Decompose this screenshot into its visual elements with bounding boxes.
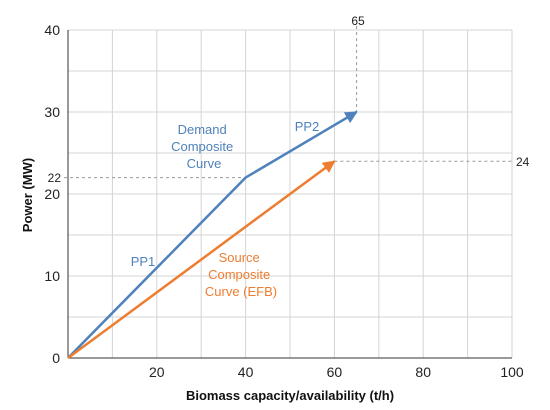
y-axis-title: Power (MW) bbox=[20, 158, 35, 232]
y-tick-label: 40 bbox=[44, 22, 60, 38]
pp1-label: PP1 bbox=[131, 254, 156, 269]
source-label-line2: Composite bbox=[208, 267, 270, 282]
guide-label-24: 24 bbox=[516, 155, 530, 169]
guide-label-65: 65 bbox=[351, 14, 365, 28]
axes bbox=[67, 30, 512, 359]
x-tick-label: 60 bbox=[327, 364, 343, 380]
y-tick-label: 0 bbox=[52, 350, 60, 366]
x-tick-label: 40 bbox=[238, 364, 254, 380]
y-tick-label: 30 bbox=[44, 104, 60, 120]
x-tick-label: 100 bbox=[500, 364, 524, 380]
x-axis-title: Biomass capacity/availability (t/h) bbox=[186, 388, 394, 403]
demand-label-line1: Demand bbox=[178, 122, 227, 137]
demand-composite-curve bbox=[67, 110, 358, 359]
guide-label-22: 22 bbox=[48, 171, 62, 185]
y-tick-label: 20 bbox=[44, 186, 60, 202]
demand-curve-label: Demand Composite Curve bbox=[171, 122, 237, 171]
source-label-line1: Source bbox=[219, 250, 260, 265]
x-tick-label: 20 bbox=[149, 364, 165, 380]
demand-label-line3: Curve bbox=[187, 156, 222, 171]
x-tick-label: 80 bbox=[415, 364, 431, 380]
y-tick-label: 10 bbox=[44, 268, 60, 284]
source-label-line3: Curve (EFB) bbox=[205, 284, 277, 299]
demand-label-line2: Composite bbox=[171, 139, 233, 154]
source-curve-label: Source Composite Curve (EFB) bbox=[205, 250, 277, 299]
series bbox=[67, 110, 358, 360]
source-composite-curve bbox=[67, 160, 336, 360]
tick-labels: 20 40 60 80 100 0 10 20 30 40 bbox=[44, 22, 523, 380]
pp2-label: PP2 bbox=[295, 119, 320, 134]
guide-lines bbox=[64, 26, 514, 179]
